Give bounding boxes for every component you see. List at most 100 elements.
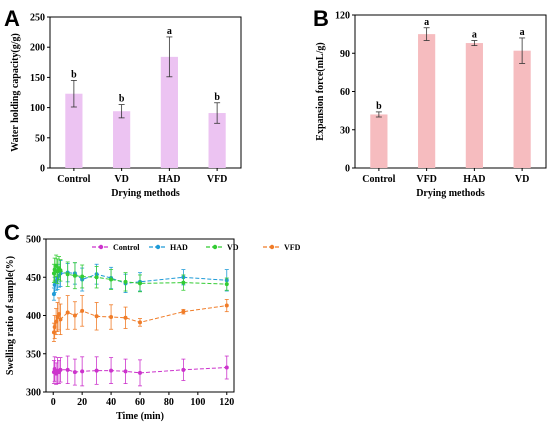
y-tick-label: 300 [26, 388, 41, 399]
significance-letter: b [214, 92, 220, 103]
x-tick-label: Control [362, 174, 395, 185]
point-control [72, 370, 77, 375]
y-tick-label: 90 [340, 49, 350, 60]
point-vfd [80, 308, 85, 313]
chart-a: 0 50 100 150 200 250 b Control b VD a HAD b VFD Drying… [10, 13, 242, 199]
x-axis-label: Drying methods [111, 188, 180, 199]
x-tick-label: HAD [158, 174, 180, 185]
y-tick-label: 400 [26, 311, 41, 322]
bar-vd [113, 111, 131, 168]
legend-label-had: HAD [170, 243, 188, 252]
significance-letter: a [472, 30, 477, 41]
y-axis-label: Swelling ratio of sample(%) [5, 256, 16, 375]
y-tick-label: 30 [340, 125, 350, 136]
point-vfd [54, 319, 59, 324]
x-tick-label: 20 [77, 397, 87, 408]
x-tick-label: Control [57, 174, 90, 185]
y-tick-label: 450 [26, 273, 41, 284]
point-vfd [55, 315, 60, 320]
point-vd [138, 281, 142, 286]
point-control [80, 369, 85, 374]
panel-c-letter: C [4, 220, 20, 245]
point-control [58, 367, 63, 372]
plot-frame [49, 16, 242, 169]
legend-marker-had [155, 244, 161, 250]
x-tick-label: VD [515, 174, 529, 185]
y-axis-label: Expansion force(mL/g) [315, 42, 326, 140]
point-vfd [72, 313, 77, 318]
y-tick-label: 0 [345, 164, 350, 175]
significance-letter: b [376, 101, 382, 112]
point-vd [51, 271, 56, 276]
bar-vd [513, 50, 531, 169]
x-tick-label: VFD [416, 174, 437, 185]
point-had [51, 292, 56, 297]
x-tick-label: 0 [51, 397, 56, 408]
significance-letter: a [424, 17, 429, 28]
point-vd [123, 279, 128, 284]
x-tick-label: VFD [207, 174, 228, 185]
legend-label-vd: VD [227, 243, 239, 252]
x-tick-label: VD [114, 174, 128, 185]
panel-a-letter: A [4, 6, 20, 31]
legend-label-vfd: VFD [284, 243, 301, 252]
point-vfd [109, 315, 114, 320]
point-vfd [138, 320, 142, 325]
x-tick-label: HAD [463, 174, 485, 185]
point-control [94, 368, 99, 373]
point-vfd [123, 315, 128, 320]
point-vfd [57, 311, 62, 316]
significance-letter: a [520, 27, 525, 38]
chart-b: 0 30 60 90 120 b Control a VFD a HAD a VD Drying meth… [315, 11, 547, 199]
y-tick-label: 0 [40, 164, 45, 175]
point-had [52, 282, 57, 287]
x-tick-label: 120 [219, 397, 234, 408]
y-tick-label: 350 [26, 349, 41, 360]
point-control [123, 369, 128, 374]
point-control [109, 368, 114, 373]
y-tick-label: 60 [340, 87, 350, 98]
y-tick-label: 50 [35, 133, 45, 144]
y-tick-label: 120 [335, 11, 350, 22]
bar-vfd [418, 34, 436, 168]
legend-marker-vfd [269, 244, 275, 250]
significance-letter: b [71, 69, 77, 80]
point-vd [80, 274, 85, 279]
bar-had [465, 43, 483, 168]
panel-b-letter: B [313, 6, 329, 31]
significance-letter: b [119, 94, 125, 105]
point-control [138, 370, 142, 375]
y-axis-label: Water holding capacity(g/g) [10, 33, 21, 152]
point-vfd [52, 324, 57, 329]
x-tick-label: 80 [164, 397, 174, 408]
bar-vfd [208, 113, 226, 168]
bar-control [65, 93, 83, 168]
legend-marker-vd [212, 244, 218, 250]
point-control [224, 365, 229, 370]
bar-control [370, 114, 388, 168]
y-tick-label: 150 [30, 73, 45, 84]
y-tick-label: 250 [30, 13, 45, 24]
point-vd [65, 272, 70, 277]
point-vfd [181, 309, 186, 314]
legend-marker-control [98, 244, 104, 250]
point-vd [181, 280, 186, 285]
point-vd [58, 268, 63, 273]
point-vd [224, 282, 229, 287]
x-tick-label: 100 [190, 397, 205, 408]
point-vfd [65, 310, 70, 315]
point-control [65, 367, 70, 372]
legend-label-control: Control [113, 243, 140, 252]
point-vd [94, 275, 99, 280]
bar-had [160, 56, 178, 168]
chart-c: 300 350 400 450 500 0 20 40 60 80 100 120 Control HAD… [5, 235, 301, 423]
significance-letter: a [167, 26, 172, 37]
x-tick-label: 40 [106, 397, 116, 408]
point-vfd [224, 303, 229, 308]
x-axis-label: Time (min) [116, 411, 164, 422]
x-axis-label: Drying methods [416, 188, 485, 199]
y-tick-label: 100 [30, 103, 45, 114]
x-tick-label: 60 [135, 397, 145, 408]
point-vd [72, 273, 77, 278]
